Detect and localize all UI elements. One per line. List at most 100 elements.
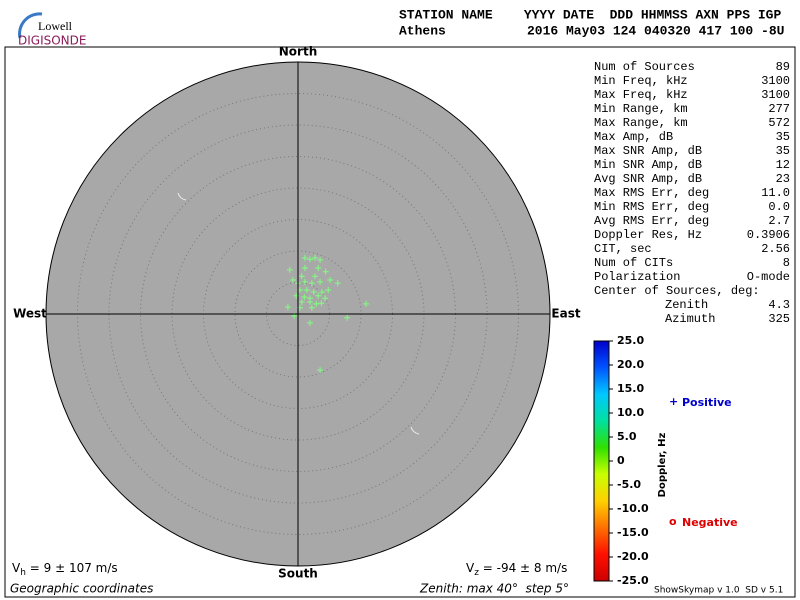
stat-value: 325 xyxy=(768,312,790,326)
colorbar-tick-label: -5.0 xyxy=(617,478,641,491)
stat-label: Num of Sources xyxy=(594,60,695,74)
logo-swoosh xyxy=(18,12,43,39)
stat-value: 3100 xyxy=(761,88,790,102)
source-point xyxy=(318,288,325,295)
version: ShowSkymap v 1.0 SD v 5.1 xyxy=(654,586,783,596)
source-point xyxy=(308,280,315,287)
velocity: Vh = 9 ± 107 m/s xyxy=(12,561,118,578)
dir-label: North xyxy=(279,45,317,59)
source-point xyxy=(284,304,291,311)
stat-value: 4.3 xyxy=(768,298,790,312)
dir-label: West xyxy=(13,307,47,321)
source-point xyxy=(312,273,319,280)
stat-value: 572 xyxy=(768,116,790,130)
stat-label: Max Amp, dB xyxy=(594,130,673,144)
source-point xyxy=(313,300,320,307)
source-point xyxy=(289,276,296,283)
source-point xyxy=(334,280,341,287)
source-point xyxy=(298,299,305,306)
source-point xyxy=(315,265,322,272)
stat-value: O-mode xyxy=(747,270,790,284)
source-point xyxy=(306,256,313,263)
stat-value: 23 xyxy=(776,172,790,186)
colorbar-tick-label: 0 xyxy=(617,454,625,467)
source-point xyxy=(317,278,324,285)
source-point xyxy=(312,254,319,261)
stat-label: Avg SNR Amp, dB xyxy=(594,172,702,186)
stat-label: Num of CITs xyxy=(594,256,673,270)
v-sub: z xyxy=(474,568,479,578)
stat-label: Zenith xyxy=(665,298,708,312)
stat-label: CIT, sec xyxy=(594,242,652,256)
colorbar-label: Doppler, Hz xyxy=(657,433,668,498)
colorbar-tick-label: -20.0 xyxy=(617,550,649,563)
stat-value: 277 xyxy=(768,102,790,116)
source-point xyxy=(301,254,308,261)
stat-label: Max Freq, kHz xyxy=(594,88,688,102)
logo-bottom: DIGISONDE xyxy=(18,34,86,48)
colorbar-tick-label: 20.0 xyxy=(617,358,644,371)
legend-symbol: + xyxy=(669,395,678,408)
source-point xyxy=(303,287,310,294)
stat-label: Min Freq, kHz xyxy=(594,74,688,88)
source-point xyxy=(315,292,322,299)
v-symbol: V xyxy=(466,561,475,575)
colorbar-tick-label: -15.0 xyxy=(617,526,649,539)
stat-value: 0.0 xyxy=(768,200,790,214)
stat-label: Doppler Res, Hz xyxy=(594,228,702,242)
source-point xyxy=(325,287,332,294)
source-point xyxy=(310,288,317,295)
stat-value: 8 xyxy=(783,256,790,270)
center-title: Center of Sources, deg: xyxy=(594,284,760,298)
stat-value: 12 xyxy=(776,158,790,172)
v-symbol: V xyxy=(12,561,21,575)
source-point xyxy=(286,266,293,273)
station: Athens xyxy=(399,23,446,38)
colorbar-tick-label: 15.0 xyxy=(617,382,644,395)
colorbar-tick-label: -10.0 xyxy=(617,502,649,515)
stat-label: Min SNR Amp, dB xyxy=(594,158,702,172)
v-sub: h xyxy=(20,568,26,578)
stat-label: Min Range, km xyxy=(594,102,688,116)
source-point xyxy=(327,276,334,283)
stat-label: Max SNR Amp, dB xyxy=(594,144,702,158)
colorbar-tick-label: 10.0 xyxy=(617,406,644,419)
colorbar-tick-label: 5.0 xyxy=(617,430,637,443)
header-line: 2016 May03 124 040320 417 100 -8U xyxy=(527,23,784,38)
stat-value: 89 xyxy=(776,60,790,74)
frame xyxy=(4,46,796,598)
source-point xyxy=(306,299,313,306)
stat-label: Max RMS Err, deg xyxy=(594,186,709,200)
stat-value: 0.3906 xyxy=(747,228,790,242)
colorbar-tick-label: 25.0 xyxy=(617,334,644,347)
stat-label: Avg RMS Err, deg xyxy=(594,214,709,228)
source-point xyxy=(298,273,305,280)
legend-text: Positive xyxy=(682,396,732,409)
coords-note: Geographic coordinates xyxy=(10,582,153,596)
stat-value: 11.0 xyxy=(761,186,790,200)
velocity: Vz = -94 ± 8 m/s xyxy=(466,561,567,578)
zenith-note: Zenith: max 40° step 5° xyxy=(419,582,569,596)
source-point xyxy=(306,319,313,326)
stat-value: 35 xyxy=(776,144,790,158)
source-point xyxy=(301,278,308,285)
v-text: = -94 ± 8 m/s xyxy=(479,561,567,575)
source-point xyxy=(301,265,308,272)
marker xyxy=(410,426,420,435)
colorbar-tick-label: -25.0 xyxy=(617,574,649,587)
header-line: STATION NAME YYYY DATE DDD HHMMSS AXN PP… xyxy=(399,7,781,22)
stat-value: 2.56 xyxy=(761,242,790,256)
logo-top: Lowell xyxy=(38,19,73,33)
stat-label: Max Range, km xyxy=(594,116,688,130)
stat-value: 2.7 xyxy=(768,214,790,228)
v-text: = 9 ± 107 m/s xyxy=(26,561,118,575)
dir-label: East xyxy=(551,307,580,321)
dir-label: South xyxy=(278,567,318,581)
legend-text: Negative xyxy=(682,516,738,529)
marker xyxy=(177,192,187,201)
stat-label: Min RMS Err, deg xyxy=(594,200,709,214)
stat-label: Polarization xyxy=(594,270,680,284)
source-point xyxy=(317,367,324,374)
source-point xyxy=(322,295,329,302)
